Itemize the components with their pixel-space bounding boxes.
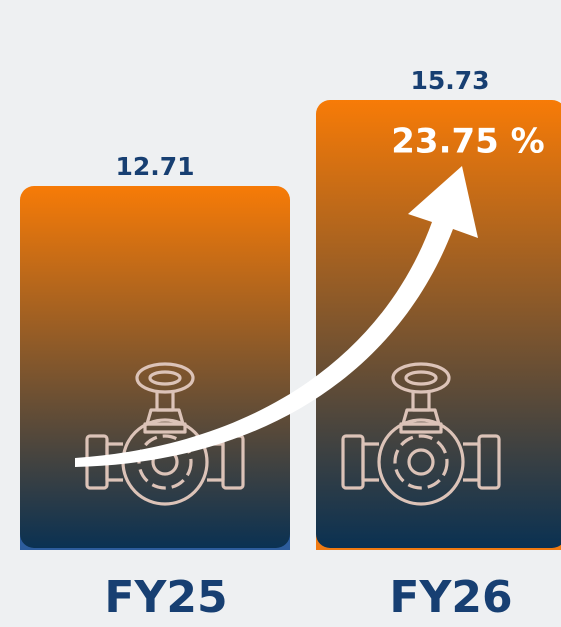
x-tick-label: FY25 — [104, 572, 227, 623]
growth-arrow — [75, 166, 478, 467]
bar — [316, 100, 561, 548]
bar — [20, 186, 290, 548]
value-label: 15.73 — [410, 66, 489, 95]
bars: 12.71 FY25 15.73 FY26 — [20, 66, 561, 623]
value-label: 12.71 — [115, 152, 194, 181]
annotation: 23.75 % — [391, 122, 544, 162]
x-tick-label: FY26 — [389, 572, 512, 623]
